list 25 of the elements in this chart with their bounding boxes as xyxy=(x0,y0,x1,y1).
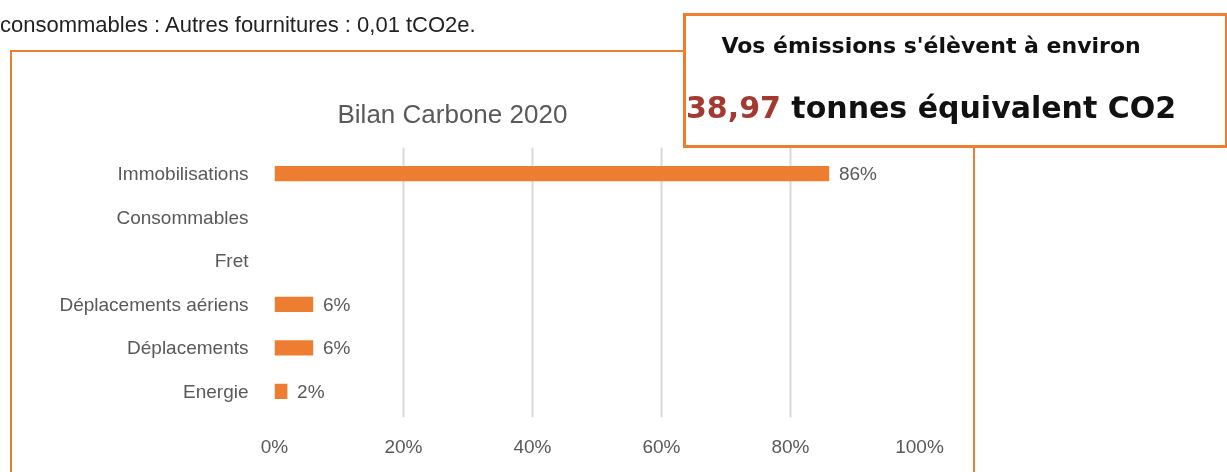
y-tick-label: Consommables xyxy=(116,206,249,228)
x-tick-label: 60% xyxy=(642,435,681,457)
x-tick-label: 80% xyxy=(771,435,810,457)
data-label: 86% xyxy=(838,163,878,185)
data-label: 6% xyxy=(322,293,351,315)
text: 38,97 xyxy=(686,90,781,126)
x-tick-label: 40% xyxy=(513,435,552,457)
data-label: 2% xyxy=(297,380,325,402)
y-tick-label: Energie xyxy=(183,380,249,402)
x-tick-label: 100% xyxy=(895,435,944,457)
y-tick-label: Déplacements aériens xyxy=(59,293,249,315)
text: consommables : Autres fournitures : 0,01 tCO2e. xyxy=(0,11,476,39)
y-tick-label: Déplacements xyxy=(127,337,249,359)
bar xyxy=(274,383,288,399)
y-tick-label: Immobilisations xyxy=(117,163,249,185)
bar xyxy=(274,166,830,182)
y-tick-label: Fret xyxy=(214,250,250,272)
chart-title: Bilan Carbone 2020 xyxy=(337,98,568,129)
text: Vos émissions s'élèvent à environ xyxy=(720,32,1142,60)
text: tonnes équivalent CO2 xyxy=(791,90,1177,126)
data-label: 6% xyxy=(322,337,351,359)
x-tick-label: 0% xyxy=(260,435,289,457)
bar xyxy=(274,340,314,356)
x-tick-label: 20% xyxy=(384,435,423,457)
bar xyxy=(274,296,314,312)
